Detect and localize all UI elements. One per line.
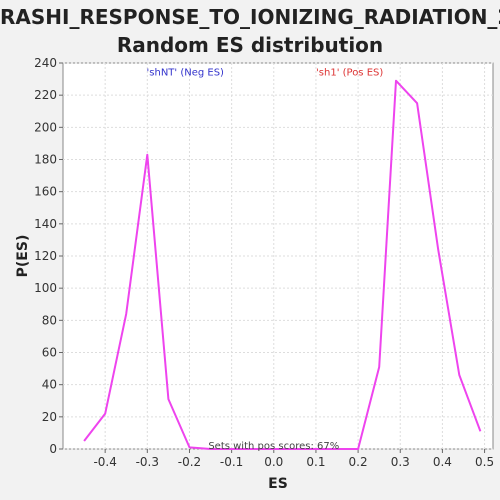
y-tick-label: 60 (42, 346, 57, 360)
y-tick-label: 80 (42, 313, 57, 327)
y-tick-label: 0 (49, 442, 57, 456)
x-tick-label: -0.4 (93, 455, 116, 469)
y-tick-label: 160 (34, 185, 57, 199)
annotation-2: Sets with pos scores: 67% (208, 441, 339, 452)
y-tick-label: 40 (42, 378, 57, 392)
y-axis-label: P(ES) (15, 235, 31, 278)
x-tick-label: 0.4 (433, 455, 452, 469)
x-tick-label: 0.2 (349, 455, 368, 469)
x-tick-label: 0.0 (264, 455, 283, 469)
x-axis-ticks: -0.4 -0.3 -0.2 -0.1 0.0 0.1 0.2 0.3 0.4 0.5 (93, 449, 494, 469)
y-tick-label: 20 (42, 410, 57, 424)
x-tick-label: -0.3 (136, 455, 159, 469)
y-tick-label: 120 (34, 249, 57, 263)
x-tick-label: -0.2 (178, 455, 201, 469)
x-tick-label: 0.3 (391, 455, 410, 469)
x-tick-label: 0.5 (475, 455, 494, 469)
x-tick-label: 0.1 (306, 455, 325, 469)
annotation-0: 'shNT' (Neg ES) (147, 68, 225, 79)
y-tick-label: 240 (34, 56, 57, 70)
annotation-1: 'sh1' (Pos ES) (316, 68, 383, 79)
y-tick-label: 140 (34, 217, 57, 231)
y-tick-label: 220 (34, 88, 57, 102)
x-tick-label: -0.1 (220, 455, 243, 469)
y-axis-ticks: 0 20 40 60 80 100 120 140 160 180 200 220 240 (34, 56, 63, 456)
y-tick-label: 200 (34, 120, 57, 134)
y-tick-label: 180 (34, 153, 57, 167)
x-axis-label: ES (268, 476, 288, 492)
y-tick-label: 100 (34, 281, 57, 295)
